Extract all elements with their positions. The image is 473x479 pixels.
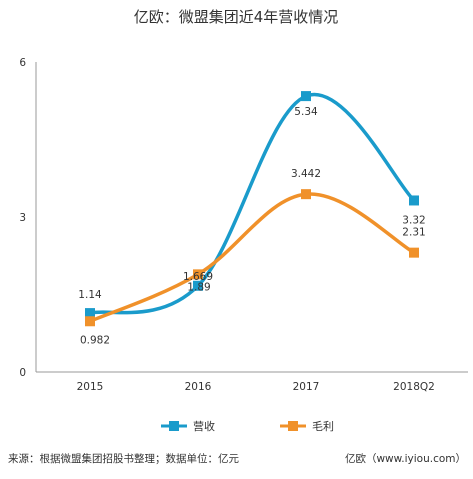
source-note: 来源：根据微盟集团招股书整理；数据单位：亿元: [8, 452, 239, 465]
data-point: [85, 316, 95, 327]
legend-label: 营收: [193, 419, 215, 433]
data-label: 0.982: [80, 334, 110, 346]
series-line-0: [89, 92, 416, 315]
data-label: 1.14: [78, 289, 102, 301]
legend-label: 毛利: [312, 420, 334, 433]
legend-marker: [169, 421, 179, 431]
legend-marker: [288, 421, 298, 431]
data-label: 3.32: [402, 214, 425, 226]
data-point: [409, 247, 419, 258]
y-tick-label: 6: [19, 57, 26, 69]
x-tick-label: 2015: [77, 381, 104, 393]
data-label: 3.442: [291, 168, 321, 180]
series-markers: [85, 91, 419, 327]
data-label: 1.89: [187, 281, 210, 293]
data-point: [193, 269, 203, 280]
chart-title: 亿欧：微盟集团近4年营收情况: [134, 8, 339, 26]
brand-note: 亿欧（www.iyiou.com）: [345, 452, 466, 465]
data-point: [301, 189, 311, 200]
data-point: [409, 195, 419, 206]
x-tick-label: 2018Q2: [393, 381, 435, 393]
data-label: 2.31: [402, 227, 425, 239]
data-point: [85, 308, 95, 319]
axes: 0 3 6 2015 2016 2017 2018Q2: [19, 57, 468, 393]
y-tick-label: 0: [19, 367, 26, 379]
series-line-1: [89, 192, 415, 323]
data-point: [193, 280, 203, 291]
data-point: [301, 91, 311, 102]
y-tick-label: 3: [19, 212, 26, 224]
data-labels: 1.14 1.669 5.34 3.32 0.982 1.89 3.442 2.31: [78, 106, 425, 346]
legend: 营收 毛利: [161, 419, 334, 433]
x-tick-label: 2016: [185, 381, 212, 393]
x-tick-label: 2017: [293, 381, 320, 393]
data-label: 1.669: [183, 271, 213, 283]
data-label: 5.34: [294, 106, 318, 118]
series-lines: [89, 92, 416, 323]
